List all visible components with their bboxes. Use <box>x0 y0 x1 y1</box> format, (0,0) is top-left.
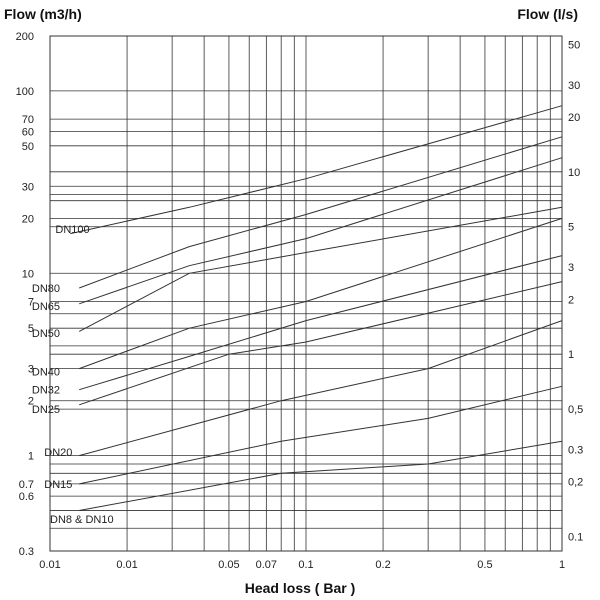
series-lines <box>70 105 563 511</box>
series-line-dn15 <box>79 385 563 485</box>
y-left-tick-label: 5 <box>28 323 34 335</box>
y-right-tick-label: 50 <box>568 39 580 51</box>
y-left-tick-label: 50 <box>22 141 34 153</box>
y-left-tick-label: 2 <box>28 396 34 408</box>
y-right-tick-label: 0.3 <box>568 445 583 457</box>
y-right-tick-label: 3 <box>568 262 574 274</box>
series-label-dn20: DN20 <box>44 447 72 459</box>
series-label-dn80: DN80 <box>32 283 60 295</box>
series-line-dn65 <box>79 157 563 305</box>
y-left-tick-label: 3 <box>28 364 34 376</box>
x-tick-label: 0.2 <box>375 559 390 571</box>
series-line-dn100 <box>70 105 563 235</box>
series-line-dn32 <box>79 255 563 391</box>
y-left-tick-label: 30 <box>22 181 34 193</box>
y-right-tick-label: 0,2 <box>568 477 583 489</box>
grid-lines <box>49 36 563 551</box>
y-left-tick-label: 10 <box>22 268 34 280</box>
x-axis-title: Head loss ( Bar ) <box>244 580 356 596</box>
y-right-tick-label: 2 <box>568 294 574 306</box>
plot-frame <box>49 35 563 552</box>
series-line-dn8-dn10 <box>79 440 563 511</box>
series-label-dn8-dn10: DN8 & DN10 <box>50 514 114 526</box>
y-left-tick-label: 1 <box>28 451 34 463</box>
series-label-dn15: DN15 <box>44 479 72 491</box>
y-axis-title-left: Flow (m3/h) <box>4 6 82 22</box>
y-left-tick-label: 200 <box>16 31 34 43</box>
y-right-tick-label: 1 <box>568 349 574 361</box>
x-tick-label: 0.05 <box>218 559 239 571</box>
series-line-dn80 <box>79 136 563 289</box>
series-line-dn40 <box>79 217 563 370</box>
y-right-tick-label: 5 <box>568 222 574 234</box>
y-right-tick-label: 0.1 <box>568 532 583 544</box>
y-left-tick-label: 100 <box>16 86 34 98</box>
x-tick-label: 0.01 <box>39 559 60 571</box>
series-label-dn65: DN65 <box>32 301 60 313</box>
y-left-tick-label: 70 <box>22 114 34 126</box>
series-label-dn25: DN25 <box>32 404 60 416</box>
y-right-tick-label: 30 <box>568 80 580 92</box>
x-tick-label: 0.1 <box>298 559 313 571</box>
y-left-tick-label: 0.6 <box>19 491 34 503</box>
y-left-tick-label: 0.3 <box>19 546 34 558</box>
series-labels: DN100 DN80 DN65 DN50 DN40 DN32 DN25 DN20 DN15 DN8… <box>32 224 114 526</box>
y-right-tick-label: 10 <box>568 167 580 179</box>
y-right-tick-label: 20 <box>568 112 580 124</box>
series-label-dn40: DN40 <box>32 366 60 378</box>
x-tick-label: 0.07 <box>256 559 277 571</box>
x-tick-label: 0.5 <box>477 559 492 571</box>
series-line-dn25 <box>79 281 563 406</box>
y-left-tick-label: 0.7 <box>19 479 34 491</box>
series-label-dn100: DN100 <box>55 224 89 236</box>
y-left-tick-label: 7 <box>28 297 34 309</box>
x-tick-label: 0.01 <box>116 559 137 571</box>
y-left-tick-label: 20 <box>22 213 34 225</box>
x-tick-label: 1 <box>559 559 565 571</box>
series-label-dn32: DN32 <box>32 385 60 397</box>
y-axis-title-right: Flow (l/s) <box>517 6 578 22</box>
y-left-tick-label: 60 <box>22 126 34 138</box>
y-right-tick-label: 0,5 <box>568 404 583 416</box>
series-line-dn50 <box>78 206 563 332</box>
series-label-dn50: DN50 <box>32 328 60 340</box>
tick-labels: 0.01 0.01 0.05 0.07 0.1 0.2 0.5 1 0.3 0.60.7 1 2 3 5 7… <box>16 31 584 571</box>
series-line-dn20 <box>79 320 563 457</box>
